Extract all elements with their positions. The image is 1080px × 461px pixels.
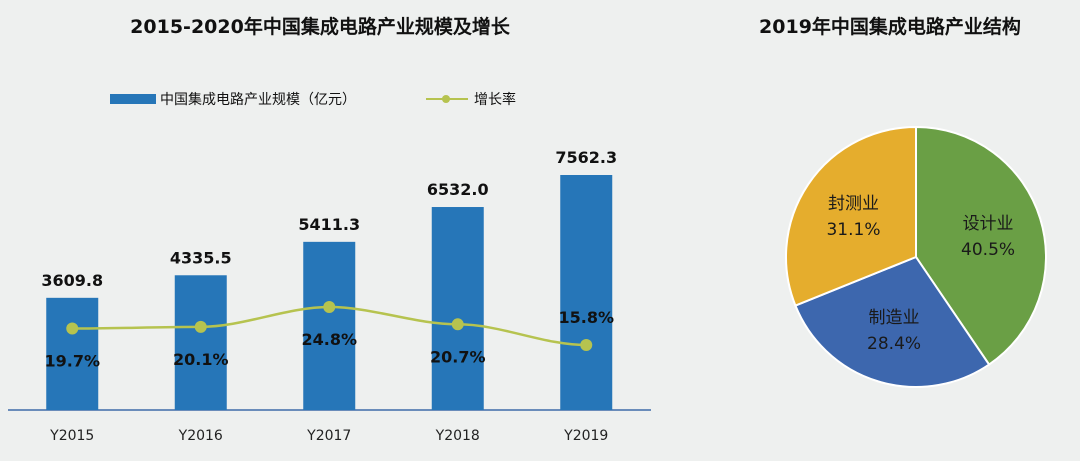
bar — [174, 275, 227, 410]
bar — [560, 175, 613, 410]
x-tick-label: Y2019 — [563, 428, 608, 444]
legend-label-growth: 增长率 — [474, 92, 516, 108]
growth-rate-point — [451, 318, 464, 331]
bar — [303, 241, 356, 410]
pie-slice-label: 设计业 — [963, 214, 1014, 234]
bar-value-label: 4335.5 — [170, 248, 232, 267]
pie-slice-value: 40.5% — [961, 240, 1015, 260]
x-tick-label: Y2018 — [435, 428, 480, 444]
pie-slice-label: 制造业 — [869, 308, 920, 328]
chart-legend: 中国集成电路产业规模（亿元） 增长率 — [110, 89, 586, 109]
pie-slice — [915, 125, 1047, 366]
legend-label-scale: 中国集成电路产业规模（亿元） — [160, 92, 356, 108]
bar-line-chart: 2015-2020年中国集成电路产业规模及增长 中国集成电路产业规模（亿元） 增… — [8, 16, 651, 444]
pie-chart-title: 2019年中国集成电路产业结构 — [759, 16, 1021, 38]
bar-chart-title: 2015-2020年中国集成电路产业规模及增长 — [130, 16, 510, 38]
pie-slice — [785, 125, 917, 307]
growth-rate-point — [66, 322, 79, 335]
growth-rate-point — [580, 339, 593, 351]
pie-slice-label: 封测业 — [828, 194, 879, 214]
growth-rate-label: 20.7% — [430, 347, 486, 366]
bar — [46, 297, 99, 410]
legend-line-swatch — [426, 94, 468, 104]
growth-rate-point — [323, 301, 336, 313]
pie-slice — [794, 255, 991, 388]
pie-chart: 2019年中国集成电路产业结构 设计业 40.5% 制造业 28.4% 封测业 31.1% — [700, 0, 1080, 461]
growth-rate-label: 19.7% — [44, 352, 100, 371]
legend-item-scale: 中国集成电路产业规模（亿元） — [110, 89, 356, 109]
bar-value-label: 6532.0 — [427, 180, 489, 199]
bar-value-label: 5411.3 — [298, 215, 360, 234]
bar — [431, 207, 484, 410]
x-tick-label: Y2017 — [306, 428, 351, 444]
growth-rate-label: 15.8% — [558, 308, 614, 327]
legend-bar-swatch — [110, 94, 156, 104]
bar-value-label: 3609.8 — [41, 271, 103, 290]
pie-slice-value: 28.4% — [867, 334, 921, 354]
growth-rate-point — [194, 320, 207, 333]
growth-rate-label: 20.1% — [173, 350, 229, 369]
bar-value-label: 7562.3 — [555, 148, 617, 167]
x-tick-label: Y2016 — [178, 428, 223, 444]
pie-slice-value: 31.1% — [826, 220, 880, 240]
x-tick-label: Y2015 — [49, 428, 94, 444]
growth-rate-label: 24.8% — [301, 330, 357, 349]
legend-item-growth: 增长率 — [426, 89, 516, 109]
pie-chart-plot: 设计业 40.5% 制造业 28.4% 封测业 31.1% — [785, 125, 1047, 388]
bar-chart-plot: 3609.8 Y2015 4335.5 Y2016 5411.3 Y2017 6532.0 Y… — [8, 148, 651, 444]
